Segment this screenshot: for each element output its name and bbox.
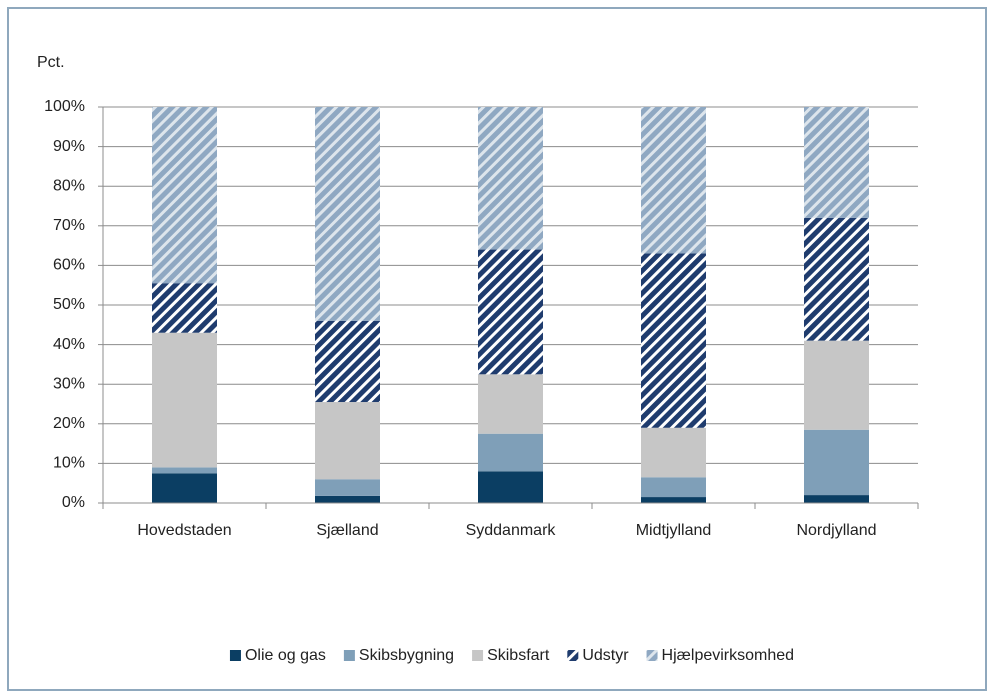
y-tick-label: 30% [53,375,85,392]
bar-segment [641,477,706,498]
y-tick-label: 100% [44,98,85,115]
bar-segment [804,495,869,503]
bar-segment [804,429,869,496]
x-tick-label: Syddanmark [466,522,557,539]
bar-segment [804,340,869,430]
bar-segment [641,107,706,254]
legend-label: Olie og gas [245,647,326,664]
y-tick-label: 70% [53,217,85,234]
bar-segment [478,249,543,375]
y-tick-label: 0% [62,494,85,511]
bar-segment [152,473,217,503]
legend-label: Udstyr [582,647,629,664]
y-tick-label: 80% [53,177,85,194]
legend-swatch [343,650,355,661]
legend-label: Hjælpevirksomhed [662,647,795,664]
x-tick-label: Nordjylland [796,522,876,539]
y-tick-label: 40% [53,336,85,353]
legend-swatch [229,650,241,661]
bar-segment [315,495,380,503]
x-tick-label: Midtjylland [636,522,712,539]
y-tick-label: 50% [53,296,85,313]
bar-segment [315,402,380,480]
bar-segment [804,107,869,218]
bar-segment [478,433,543,472]
bar-segment [478,374,543,434]
legend-label: Skibsbygning [359,647,454,664]
bar-segment [152,332,217,468]
bar-segment [804,217,869,341]
y-tick-label: 20% [53,415,85,432]
bar-segment [315,479,380,496]
x-tick-label: Hovedstaden [137,522,231,539]
y-tick-label: 60% [53,257,85,274]
legend-swatch [472,650,484,661]
bar-segment [641,427,706,478]
y-tick-label: 10% [53,455,85,472]
bar-segment [478,471,543,503]
bar-segment [478,107,543,250]
bar-segment [152,283,217,333]
legend: Olie og gas Skibsbygning Skibsfart Udstyr Hj… [229,647,795,664]
bar-segment [152,107,217,284]
legend-swatch [646,650,658,661]
y-axis-label: Pct. [37,54,65,71]
bar-segment [641,253,706,428]
bar-segment [641,497,706,503]
y-tick-label: 90% [53,138,85,155]
legend-label: Skibsfart [487,647,550,664]
legend-swatch [567,650,579,661]
x-tick-label: Sjælland [316,522,378,539]
bar-segment [152,467,217,474]
bar-segment [315,320,380,403]
bar-segment [315,107,380,321]
